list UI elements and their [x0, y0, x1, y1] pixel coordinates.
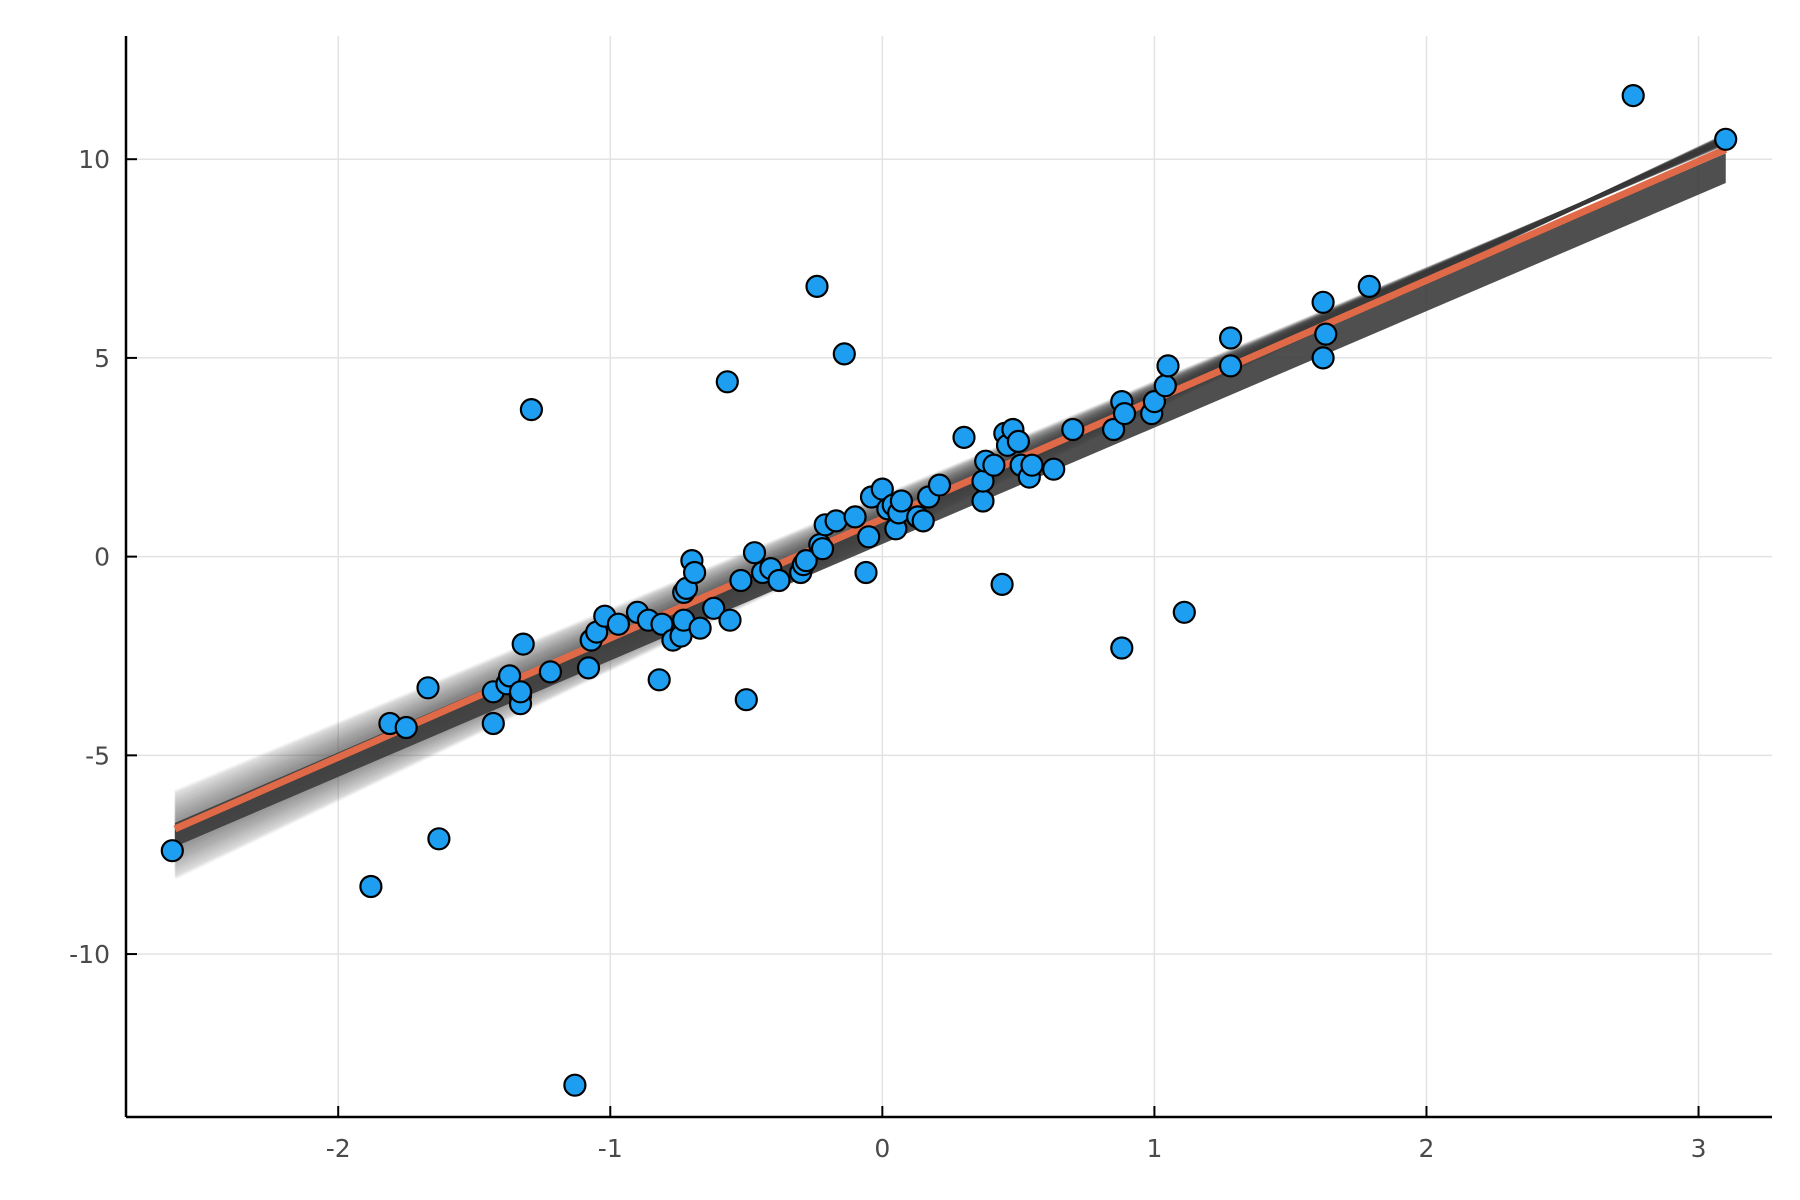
data-point	[1714, 127, 1738, 151]
x-tick-label: -1	[598, 1134, 623, 1163]
posterior-line	[174, 140, 1727, 812]
data-point	[498, 664, 522, 688]
data-point	[427, 827, 451, 851]
data-point	[805, 274, 829, 298]
data-point	[650, 612, 674, 636]
data-point	[682, 560, 707, 585]
data-point	[1101, 417, 1126, 442]
data-point	[1314, 322, 1338, 346]
data-point	[982, 453, 1006, 477]
x-tick-label: -2	[326, 1134, 351, 1163]
data-point	[1112, 402, 1137, 426]
data-point	[794, 548, 818, 573]
data-point	[1153, 374, 1177, 398]
data-point	[927, 473, 952, 497]
data-point	[1020, 453, 1044, 477]
data-point	[1311, 290, 1335, 314]
data-point	[519, 398, 544, 422]
data-point	[952, 425, 976, 449]
grid-lines	[126, 36, 1772, 1117]
axes	[124, 36, 1772, 1119]
y-tick-label: 5	[94, 344, 110, 373]
data-point	[359, 874, 383, 899]
data-point	[718, 608, 742, 632]
data-point	[538, 660, 563, 684]
data-point	[394, 715, 418, 740]
x-tick-label: 3	[1691, 1134, 1707, 1163]
data-point	[606, 612, 631, 636]
data-point	[857, 525, 881, 549]
data-point	[729, 568, 753, 593]
posterior-line	[174, 139, 1727, 813]
data-point	[1218, 326, 1243, 350]
data-point	[889, 489, 914, 513]
data-point	[1311, 346, 1335, 370]
data-point	[1110, 636, 1134, 660]
data-point	[843, 505, 867, 529]
posterior-line	[174, 138, 1727, 823]
posterior-line	[174, 139, 1727, 816]
data-point	[647, 668, 671, 692]
data-point	[1621, 83, 1645, 108]
data-points	[160, 83, 1738, 1097]
y-tick-label: -5	[85, 741, 110, 770]
data-point	[1006, 429, 1031, 453]
y-tick-label: -10	[69, 940, 110, 969]
data-point	[824, 509, 848, 533]
data-point	[1172, 600, 1196, 624]
y-tick-label: 10	[78, 145, 110, 174]
data-point	[702, 596, 726, 620]
data-point	[160, 839, 184, 863]
posterior-line	[174, 139, 1727, 820]
data-point	[416, 676, 440, 700]
data-point	[481, 711, 505, 736]
data-point	[1357, 274, 1381, 298]
data-point	[734, 688, 758, 712]
data-point	[1061, 417, 1085, 442]
data-point	[971, 489, 995, 513]
data-point	[854, 560, 878, 585]
x-tick-label: 1	[1146, 1134, 1162, 1163]
data-point	[911, 509, 935, 533]
data-point	[508, 680, 533, 704]
data-point	[715, 370, 739, 394]
posterior-line	[174, 139, 1727, 815]
posterior-line	[174, 139, 1727, 818]
x-tick-label: 2	[1419, 1134, 1435, 1163]
data-point	[563, 1073, 587, 1097]
y-tick-label: 0	[94, 543, 110, 572]
posterior-line	[174, 139, 1727, 822]
x-tick-label: 0	[874, 1134, 890, 1163]
data-point	[832, 342, 856, 366]
data-point	[511, 632, 535, 656]
data-point	[576, 656, 601, 680]
posterior-line	[174, 139, 1727, 819]
data-point	[688, 616, 712, 640]
data-point	[742, 541, 767, 565]
data-point	[810, 537, 835, 561]
data-point	[1156, 354, 1180, 378]
data-point	[1142, 390, 1167, 414]
posterior-core	[174, 153, 1726, 847]
data-point	[767, 568, 791, 593]
data-point	[990, 572, 1014, 597]
data-point	[1218, 354, 1243, 378]
data-point	[1042, 457, 1066, 481]
